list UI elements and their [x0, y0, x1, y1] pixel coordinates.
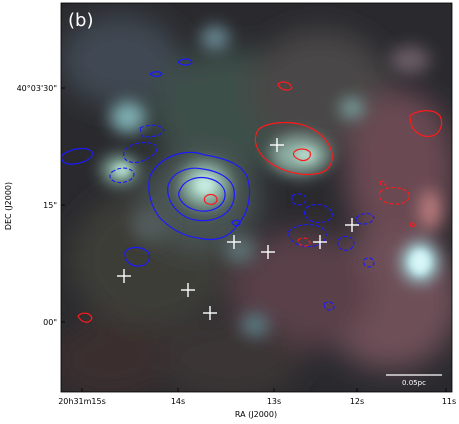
red-contour-east	[409, 110, 443, 137]
y-tick-label: 15"	[43, 201, 57, 210]
cross-marker	[313, 235, 327, 249]
x-tick-label: 13s	[267, 397, 281, 406]
x-tick-label: 14s	[171, 397, 185, 406]
red-contours	[77, 81, 443, 323]
cross-marker	[181, 283, 195, 297]
composite-image	[61, 3, 452, 392]
scale-bar-label: 0.05pc	[402, 379, 426, 387]
blue-contour-small-5	[231, 219, 241, 227]
blue-contour-inner	[178, 176, 226, 212]
red-contour-outer	[254, 121, 333, 176]
x-tick-label: 12s	[350, 397, 364, 406]
x-tick-label: 11s	[442, 397, 456, 406]
blue-contours	[61, 58, 251, 267]
blue-contour-outer	[148, 151, 251, 241]
y-tick-label: 00"	[43, 318, 57, 327]
red-contour-small-top	[277, 81, 293, 91]
plot-frame	[60, 2, 453, 393]
y-axis	[61, 87, 65, 323]
red-contour-small-right	[409, 222, 415, 227]
red-contour-inner	[292, 148, 311, 162]
x-tick-label: 20h31m15s	[58, 397, 106, 406]
y-axis-label: DEC (J2000)	[4, 182, 13, 230]
scale-bar: 0.05pc	[386, 374, 442, 387]
x-axis-label: RA (J2000)	[235, 410, 277, 419]
blue-contour-small-4	[177, 58, 193, 66]
cross-marker	[261, 245, 275, 259]
cross-marker	[345, 218, 359, 232]
blue-contour-small-3	[148, 71, 163, 77]
blue-contours-dashed	[109, 124, 375, 311]
blue-contour-mid	[167, 167, 235, 222]
red-contours-dashed	[297, 180, 410, 247]
x-axis	[81, 388, 447, 392]
blue-contour-small-2	[61, 147, 93, 165]
red-contour-core	[203, 193, 218, 205]
cross-marker	[227, 235, 241, 249]
cross-marker	[117, 269, 131, 283]
cross-markers	[117, 138, 359, 320]
y-tick-label: 40°03'30"	[17, 84, 57, 93]
cross-marker	[203, 306, 217, 320]
red-contour-small-bottom	[77, 312, 93, 323]
panel-label: (b)	[68, 10, 93, 31]
blue-contour-small-1	[124, 246, 151, 267]
cross-marker	[270, 138, 284, 152]
